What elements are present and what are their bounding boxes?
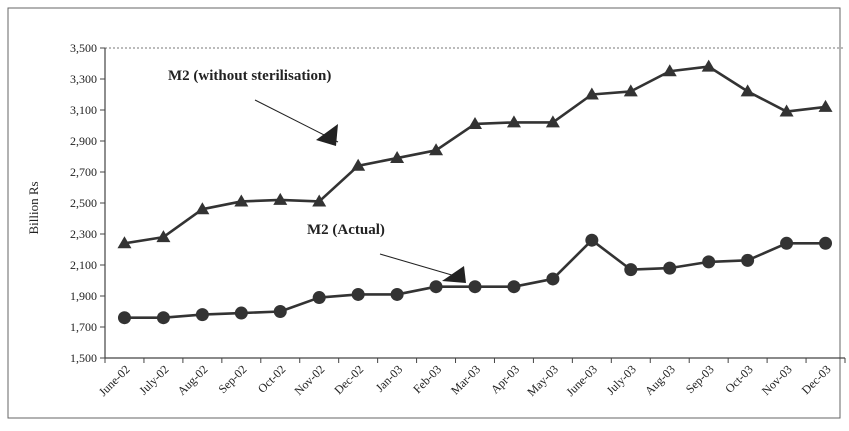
data-point-circle — [234, 306, 248, 320]
data-point-triangle — [117, 236, 132, 249]
data-point-triangle — [156, 230, 171, 243]
series-line-0 — [124, 65, 826, 245]
y-tick-label: 3,300 — [70, 72, 97, 86]
data-point-circle — [546, 272, 560, 286]
x-tick-label: Dec-02 — [331, 362, 366, 397]
x-tick-label: June-03 — [563, 362, 600, 399]
data-point-circle — [585, 233, 599, 247]
x-tick-label: Jan-03 — [373, 362, 406, 395]
data-point-triangle — [740, 84, 755, 97]
chart-border — [7, 7, 841, 419]
data-point-triangle — [390, 151, 405, 164]
data-point-circle — [351, 287, 365, 301]
data-point-circle — [195, 308, 209, 322]
data-point-triangle — [351, 158, 366, 171]
data-point-triangle — [584, 87, 599, 100]
x-tick-label: May-03 — [524, 362, 561, 399]
data-point-triangle — [273, 192, 288, 205]
series-label-actual: M2 (Actual) — [307, 222, 385, 238]
data-point-triangle — [779, 104, 794, 117]
data-point-circle — [156, 311, 170, 325]
data-point-circle — [390, 287, 404, 301]
y-tick-label: 3,100 — [70, 103, 97, 117]
y-axis-label: Billion Rs — [26, 181, 41, 234]
data-point-triangle — [468, 116, 482, 129]
x-tick-label: Aug-03 — [642, 362, 678, 398]
annotation-arrowhead-actual — [442, 266, 466, 283]
series-label-without-sterilisation: M2 (without sterilisation) — [168, 68, 331, 84]
data-point-circle — [507, 280, 521, 294]
series-line-1 — [124, 238, 826, 320]
data-point-circle — [312, 291, 326, 305]
y-tick-label: 2,700 — [70, 165, 97, 179]
y-tick-label: 3,500 — [70, 41, 97, 55]
data-point-circle — [273, 305, 287, 318]
data-point-triangle — [312, 194, 327, 207]
series-layer — [117, 59, 833, 325]
x-tick-label: Nov-03 — [759, 362, 795, 398]
x-tick-label: Oct-03 — [722, 362, 755, 395]
data-point-circle — [780, 236, 794, 250]
data-point-circle — [819, 236, 833, 250]
data-point-triangle — [818, 99, 833, 112]
data-point-circle — [468, 280, 482, 294]
x-tick-label: June-02 — [96, 362, 133, 399]
annotation-arrowhead-without-sterilisation — [316, 124, 338, 146]
x-tick-label: July-02 — [136, 362, 171, 397]
data-point-circle — [741, 253, 755, 267]
data-point-triangle — [545, 115, 560, 128]
data-point-circle — [624, 263, 638, 277]
y-tick-label: 1,700 — [70, 320, 97, 334]
annotation-arrow-actual — [379, 253, 463, 279]
data-point-circle — [429, 280, 443, 294]
y-tick-label: 2,900 — [70, 134, 97, 148]
x-tick-label: Feb-03 — [410, 362, 444, 396]
y-tick-label: 1,900 — [70, 289, 97, 303]
x-tick-label: Sep-03 — [683, 362, 717, 396]
y-tick-label: 2,300 — [70, 227, 97, 241]
data-point-triangle — [662, 64, 677, 77]
data-point-triangle — [701, 59, 716, 72]
x-tick-label: Mar-03 — [448, 362, 483, 397]
data-point-triangle — [234, 194, 249, 207]
x-tick-label: Nov-02 — [292, 362, 328, 398]
data-point-triangle — [623, 84, 638, 97]
data-point-circle — [663, 261, 677, 275]
data-point-triangle — [506, 115, 521, 128]
y-tick-label: 2,100 — [70, 258, 97, 272]
y-tick-label: 1,500 — [70, 351, 97, 365]
data-point-circle — [117, 311, 131, 325]
data-point-triangle — [429, 143, 444, 156]
x-tick-label: Sep-02 — [215, 362, 249, 396]
x-tick-label: Dec-03 — [799, 362, 834, 397]
data-point-triangle — [195, 202, 210, 215]
x-tick-label: Aug-02 — [175, 362, 211, 398]
x-tick-label: July-03 — [604, 362, 639, 397]
x-tick-label: Oct-02 — [255, 362, 288, 395]
y-tick-label: 2,500 — [70, 196, 97, 210]
x-tick-label: Apr-03 — [488, 362, 522, 396]
data-point-circle — [702, 255, 716, 269]
